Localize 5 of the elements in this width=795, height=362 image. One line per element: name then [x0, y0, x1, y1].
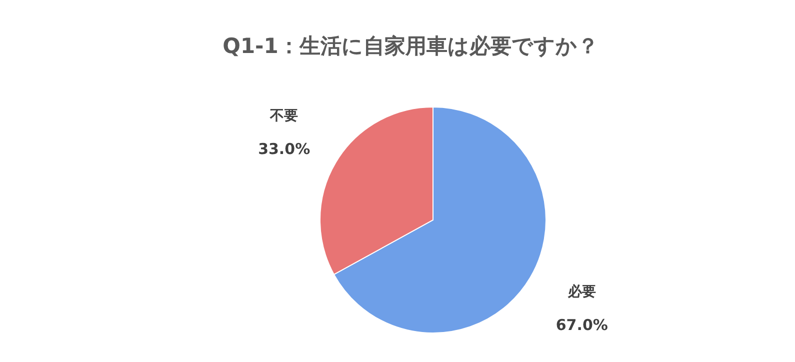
data-label: 33.0% — [258, 140, 310, 158]
slice-label: 不要 — [269, 108, 298, 124]
data-label: 67.0% — [556, 316, 608, 334]
chart-title: Q1-1：生活に自家用車は必要ですか？ — [222, 34, 598, 58]
slice-label: 必要 — [566, 283, 596, 300]
